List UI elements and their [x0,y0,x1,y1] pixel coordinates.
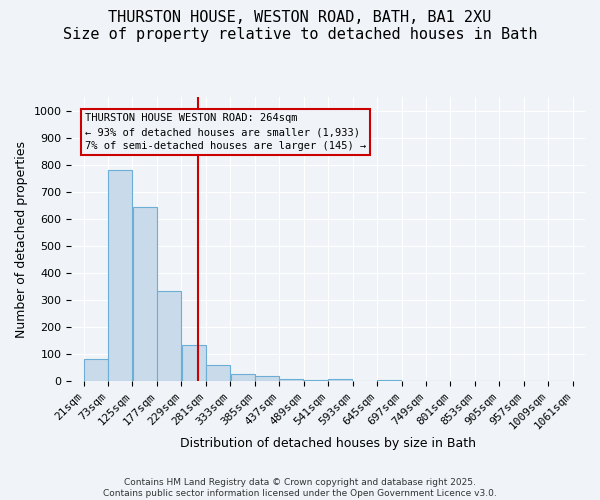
Bar [280,378,304,381]
Bar [182,344,206,381]
X-axis label: Distribution of detached houses by size in Bath: Distribution of detached houses by size … [180,437,476,450]
Bar [206,365,230,381]
Bar [133,207,157,381]
Text: Contains HM Land Registry data © Crown copyright and database right 2025.
Contai: Contains HM Land Registry data © Crown c… [103,478,497,498]
Bar [230,374,254,381]
Bar [255,376,279,381]
Bar [84,358,108,381]
Y-axis label: Number of detached properties: Number of detached properties [15,141,28,338]
Bar [377,380,401,381]
Text: THURSTON HOUSE, WESTON ROAD, BATH, BA1 2XU
Size of property relative to detached: THURSTON HOUSE, WESTON ROAD, BATH, BA1 2… [63,10,537,42]
Bar [108,170,132,381]
Bar [328,380,352,381]
Bar [157,290,181,381]
Text: THURSTON HOUSE WESTON ROAD: 264sqm
← 93% of detached houses are smaller (1,933)
: THURSTON HOUSE WESTON ROAD: 264sqm ← 93%… [85,113,366,151]
Bar [304,380,328,381]
